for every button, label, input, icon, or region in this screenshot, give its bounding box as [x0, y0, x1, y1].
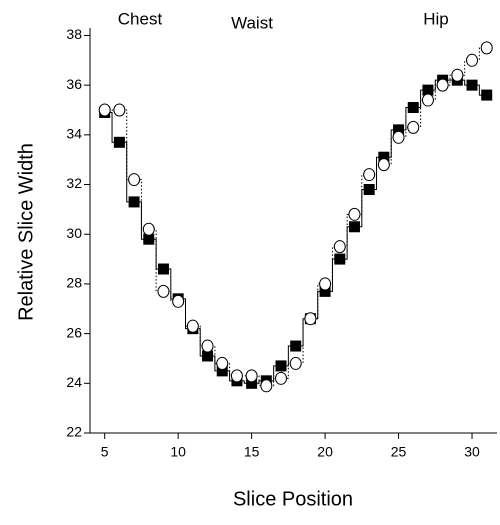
square-marker [246, 377, 258, 389]
circle-marker [363, 168, 376, 182]
circle-marker [230, 369, 243, 383]
x-axis-label: Slice Position [233, 488, 353, 510]
square-marker [202, 350, 214, 362]
square-marker [143, 233, 155, 245]
y-tick-label: 28 [66, 275, 82, 291]
square-marker [216, 365, 228, 377]
circle-marker [348, 207, 361, 221]
circle-marker [98, 103, 111, 117]
circle-marker [172, 294, 185, 308]
circle-marker [407, 120, 420, 134]
circle-marker [304, 312, 317, 326]
y-axis-label: Relative Slice Width [15, 143, 37, 321]
annotation: Hip [423, 9, 449, 28]
square-marker [481, 89, 493, 101]
circle-marker [157, 284, 170, 298]
circle-marker [421, 93, 434, 107]
y-tick-label: 22 [66, 424, 82, 440]
y-tick-label: 32 [66, 175, 82, 191]
square-marker [378, 151, 390, 163]
circle-marker [451, 68, 464, 82]
y-tick-label: 38 [66, 26, 82, 42]
y-tick-label: 24 [66, 374, 82, 390]
circle-marker [333, 240, 346, 254]
circle-marker [260, 379, 273, 393]
circle-marker [128, 173, 141, 187]
circle-marker [480, 41, 493, 55]
circle-marker [289, 356, 302, 370]
square-marker [422, 84, 434, 96]
step-line [104, 79, 487, 384]
square-marker [393, 124, 405, 136]
x-tick-label: 15 [244, 444, 260, 460]
x-tick-label: 10 [170, 444, 186, 460]
circle-marker [377, 158, 390, 172]
square-marker [348, 221, 360, 233]
square-marker [407, 102, 419, 114]
x-tick-label: 5 [101, 444, 109, 460]
square-marker [275, 360, 287, 372]
x-tick-label: 25 [391, 444, 407, 460]
x-tick-label: 30 [464, 444, 480, 460]
y-tick-label: 34 [66, 126, 82, 142]
square-marker [113, 136, 125, 148]
square-marker [466, 79, 478, 91]
circle-marker [275, 371, 288, 385]
y-tick-label: 36 [66, 76, 82, 92]
circle-marker [216, 356, 229, 370]
square-marker [319, 285, 331, 297]
square-marker [290, 340, 302, 352]
square-marker [157, 263, 169, 275]
circle-marker [201, 339, 214, 353]
circle-marker [142, 222, 155, 236]
square-marker [334, 253, 346, 265]
annotation: Chest [118, 9, 163, 28]
y-tick-label: 26 [66, 324, 82, 340]
x-tick-label: 20 [317, 444, 333, 460]
circle-marker [436, 78, 449, 92]
y-tick-label: 30 [66, 225, 82, 241]
circle-marker [319, 277, 332, 291]
annotation: Waist [231, 13, 273, 32]
circle-marker [245, 369, 258, 383]
circle-marker [392, 130, 405, 144]
circle-marker [113, 103, 126, 117]
square-marker [128, 196, 140, 208]
circle-marker [186, 319, 199, 333]
square-marker [363, 184, 375, 196]
circle-marker [466, 53, 479, 67]
